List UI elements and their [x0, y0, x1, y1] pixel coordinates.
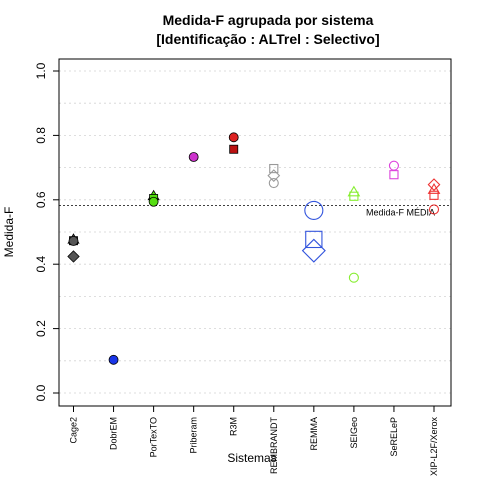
chart-title: Medida-F agrupada por sistema	[163, 12, 374, 28]
data-point-triangle	[347, 185, 361, 197]
plot-frame	[58, 58, 452, 407]
data-point-diamond	[427, 178, 441, 192]
y-tick-label: 0.4	[34, 256, 48, 273]
x-tick-label: SEIGeo	[349, 417, 359, 449]
x-axis: Cage2 DobrEM PorTexTO Priberam R3M REMBRANDT R…	[69, 406, 439, 477]
data-point-circle	[304, 200, 324, 220]
gridlines	[59, 70, 451, 394]
data-point-square	[305, 230, 323, 249]
x-tick-label: REMMA	[309, 417, 319, 451]
y-tick-label: 0.6	[34, 191, 48, 208]
average-reference-label: Medida-F MÉDIA	[366, 208, 435, 218]
data-point-circle	[428, 204, 440, 215]
data-point-circle	[388, 160, 399, 171]
data-point-circle	[348, 272, 359, 283]
reference-line-group: Medida-F MÉDIA	[59, 205, 451, 218]
x-tick-label: R3M	[229, 417, 239, 436]
data-point-circle	[108, 354, 119, 365]
x-tick-label: XIP-L2F/Xerox	[429, 417, 439, 477]
data-point-diamond	[67, 250, 80, 263]
data-point-square	[269, 163, 279, 174]
data-point-circle	[228, 132, 239, 143]
x-tick-label: PorTexTO	[149, 417, 159, 457]
y-tick-label: 0.8	[34, 127, 48, 144]
x-axis-label: Sistemas	[227, 451, 276, 465]
data-point-circle	[188, 152, 199, 162]
chart-subtitle: [Identificação : ALTrel : Selectivo]	[156, 31, 379, 47]
data-point-square	[389, 170, 399, 180]
x-tick-label: Priberam	[189, 417, 199, 454]
data-point-square	[429, 190, 439, 200]
x-tick-label: REMBRANDT	[269, 417, 279, 475]
y-tick-label: 1.0	[34, 62, 48, 79]
y-axis: 0.0 0.2 0.4 0.6 0.8 1.0	[34, 62, 59, 401]
x-tick-label: SeRELeP	[389, 417, 399, 457]
data-points	[67, 132, 441, 365]
y-axis-label: Medida-F	[2, 207, 16, 258]
data-point-circle	[268, 178, 279, 189]
data-point-diamond	[301, 238, 326, 263]
data-point-triangle	[427, 183, 441, 194]
data-point-square	[349, 191, 359, 201]
x-tick-label: Cage2	[69, 417, 79, 444]
y-tick-label: 0.2	[34, 320, 48, 337]
data-point-diamond	[267, 169, 281, 183]
data-point-circle	[148, 196, 159, 207]
data-point-square	[229, 144, 239, 154]
data-point-circle	[68, 236, 79, 246]
y-tick-label: 0.0	[34, 384, 48, 401]
x-tick-label: DobrEM	[109, 417, 119, 450]
